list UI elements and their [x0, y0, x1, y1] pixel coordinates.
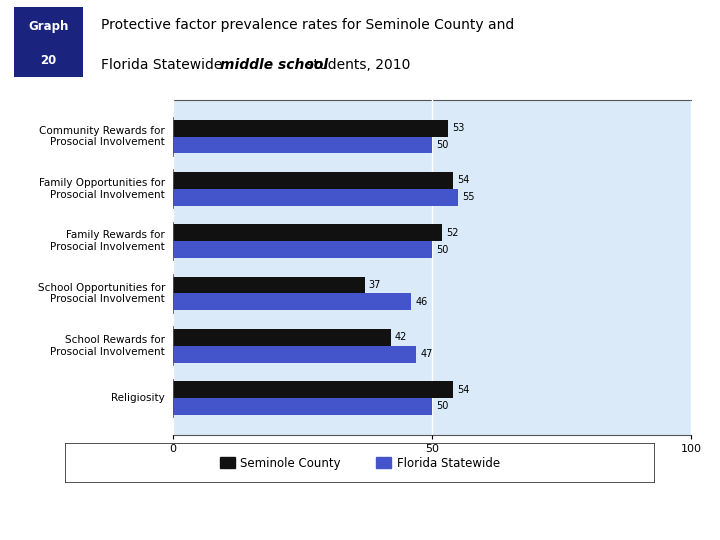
- Bar: [173, 225, 442, 241]
- Text: Religiosity: Religiosity: [112, 393, 165, 403]
- Text: Florida Statewide: Florida Statewide: [101, 58, 227, 72]
- Text: 53: 53: [451, 123, 464, 133]
- Bar: [173, 346, 416, 362]
- Bar: [173, 398, 432, 415]
- Text: 37: 37: [369, 280, 381, 290]
- Bar: [173, 120, 448, 137]
- Text: School Rewards for
Prosocial Involvement: School Rewards for Prosocial Involvement: [50, 335, 165, 356]
- Text: 52: 52: [446, 228, 459, 238]
- Legend: Seminole County, Florida Statewide: Seminole County, Florida Statewide: [220, 456, 500, 470]
- Text: School Opportunities for
Prosocial Involvement: School Opportunities for Prosocial Invol…: [37, 282, 165, 304]
- Bar: [173, 189, 458, 206]
- Text: 42: 42: [395, 333, 407, 342]
- Text: students, 2010: students, 2010: [302, 58, 411, 72]
- Text: Family Opportunities for
Prosocial Involvement: Family Opportunities for Prosocial Invol…: [39, 178, 165, 200]
- Text: middle school: middle school: [220, 58, 328, 72]
- Text: 47: 47: [420, 349, 433, 359]
- Bar: [173, 241, 432, 258]
- FancyBboxPatch shape: [14, 6, 83, 77]
- Bar: [173, 381, 453, 398]
- Text: 46: 46: [415, 297, 428, 307]
- Bar: [173, 172, 453, 189]
- Text: 50: 50: [436, 140, 449, 150]
- Text: 50: 50: [436, 245, 449, 254]
- Text: 54: 54: [457, 384, 469, 395]
- Text: 20: 20: [40, 54, 57, 67]
- Bar: [173, 137, 432, 153]
- Bar: [173, 329, 390, 346]
- Text: 50: 50: [436, 401, 449, 411]
- Bar: [173, 276, 364, 293]
- Text: 55: 55: [462, 192, 474, 202]
- Text: Protective factor prevalence rates for Seminole County and: Protective factor prevalence rates for S…: [101, 18, 514, 32]
- Bar: [173, 293, 411, 310]
- Text: 54: 54: [457, 176, 469, 185]
- Text: Graph: Graph: [28, 21, 69, 33]
- Text: Family Rewards for
Prosocial Involvement: Family Rewards for Prosocial Involvement: [50, 231, 165, 252]
- Text: Community Rewards for
Prosocial Involvement: Community Rewards for Prosocial Involvem…: [40, 126, 165, 147]
